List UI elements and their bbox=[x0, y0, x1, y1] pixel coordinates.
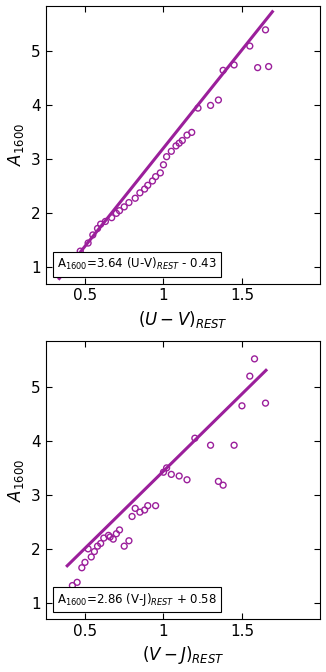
Point bbox=[85, 238, 91, 249]
X-axis label: $(V-J)_{REST}$: $(V-J)_{REST}$ bbox=[142, 644, 224, 667]
Point bbox=[103, 216, 108, 227]
Point bbox=[266, 61, 271, 72]
Text: A$_{1600}$=3.64 (U-V)$_{REST}$ - 0.43: A$_{1600}$=3.64 (U-V)$_{REST}$ - 0.43 bbox=[57, 256, 216, 272]
Y-axis label: $A_{1600}$: $A_{1600}$ bbox=[6, 123, 25, 166]
Point bbox=[169, 146, 174, 157]
Point bbox=[145, 500, 150, 511]
Point bbox=[231, 440, 237, 451]
Point bbox=[114, 528, 119, 539]
Point bbox=[111, 534, 116, 544]
Point bbox=[106, 530, 111, 541]
Point bbox=[180, 135, 185, 146]
Point bbox=[108, 532, 113, 542]
Point bbox=[133, 503, 138, 514]
Text: A$_{1600}$=2.86 (V-J)$_{REST}$ + 0.58: A$_{1600}$=2.86 (V-J)$_{REST}$ + 0.58 bbox=[57, 591, 217, 608]
Point bbox=[89, 552, 94, 562]
Point bbox=[129, 511, 135, 522]
Point bbox=[64, 595, 69, 605]
Point bbox=[98, 219, 103, 230]
Point bbox=[239, 401, 244, 411]
Point bbox=[92, 546, 97, 557]
Point bbox=[185, 474, 190, 485]
Point bbox=[137, 507, 142, 517]
Point bbox=[255, 62, 260, 73]
Point bbox=[85, 544, 91, 554]
Point bbox=[117, 205, 122, 216]
Point bbox=[62, 255, 67, 266]
Point bbox=[90, 230, 96, 241]
Point bbox=[114, 208, 119, 219]
Point bbox=[150, 175, 155, 186]
Point bbox=[161, 159, 166, 170]
Point bbox=[145, 180, 150, 191]
Point bbox=[133, 193, 138, 204]
Point bbox=[95, 541, 100, 552]
Point bbox=[75, 577, 80, 588]
Point bbox=[153, 171, 158, 182]
Point bbox=[192, 433, 198, 444]
Point bbox=[78, 246, 83, 257]
Point bbox=[169, 469, 174, 480]
Point bbox=[164, 462, 169, 473]
Point bbox=[82, 557, 88, 568]
Point bbox=[195, 103, 200, 114]
Point bbox=[231, 60, 237, 71]
Point bbox=[70, 580, 75, 591]
Point bbox=[126, 536, 131, 546]
Point bbox=[137, 187, 142, 198]
Point bbox=[220, 480, 226, 491]
Point bbox=[216, 95, 221, 106]
Point bbox=[70, 252, 75, 263]
Point bbox=[220, 65, 226, 76]
Point bbox=[247, 41, 252, 52]
Point bbox=[173, 140, 179, 151]
Point bbox=[126, 197, 131, 208]
Point bbox=[158, 167, 163, 178]
Point bbox=[98, 538, 103, 549]
Point bbox=[101, 533, 106, 544]
Point bbox=[117, 525, 122, 536]
Point bbox=[142, 183, 147, 194]
Point bbox=[185, 130, 190, 140]
Point bbox=[189, 127, 194, 138]
Y-axis label: $A_{1600}$: $A_{1600}$ bbox=[6, 458, 25, 501]
Point bbox=[247, 371, 252, 382]
Point bbox=[142, 505, 147, 515]
Point bbox=[79, 562, 84, 573]
Point bbox=[109, 212, 114, 223]
Point bbox=[208, 100, 213, 111]
Point bbox=[177, 470, 182, 481]
Point bbox=[153, 500, 158, 511]
Point bbox=[57, 259, 63, 270]
X-axis label: $(U-V)_{REST}$: $(U-V)_{REST}$ bbox=[138, 309, 228, 330]
Point bbox=[122, 541, 127, 552]
Point bbox=[164, 151, 169, 162]
Point bbox=[208, 440, 213, 451]
Point bbox=[161, 467, 166, 478]
Point bbox=[95, 223, 100, 234]
Point bbox=[122, 202, 127, 212]
Point bbox=[252, 353, 257, 364]
Point bbox=[177, 138, 182, 149]
Point bbox=[263, 398, 268, 409]
Point bbox=[263, 24, 268, 35]
Point bbox=[216, 476, 221, 487]
